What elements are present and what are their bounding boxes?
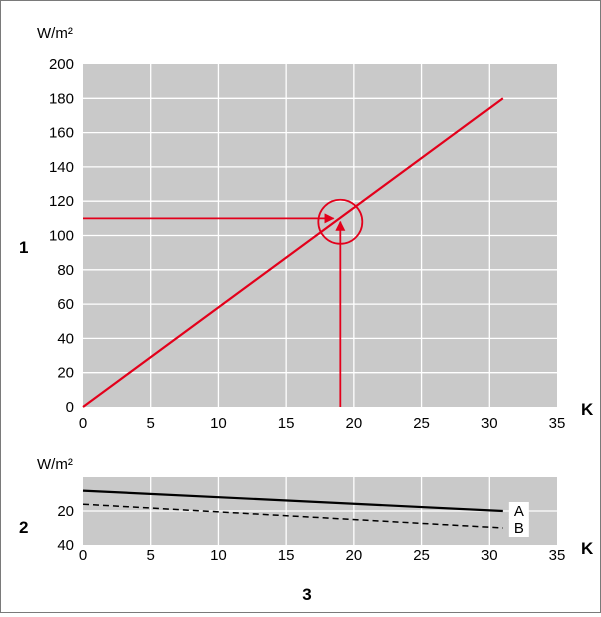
legend-label-box-b xyxy=(508,519,529,537)
x-tick-label: 35 xyxy=(549,415,566,432)
y-tick-label: 60 xyxy=(57,296,74,313)
x-tick-label: 10 xyxy=(210,547,227,564)
series-line-b xyxy=(82,503,503,529)
series-line xyxy=(82,97,504,408)
series-label-b: B xyxy=(514,520,524,537)
x-tick-label: 15 xyxy=(278,547,295,564)
x-tick-label: 25 xyxy=(413,415,430,432)
y-tick-label: 200 xyxy=(49,56,74,73)
y-tick-label: 140 xyxy=(49,159,74,176)
series-line-a xyxy=(82,489,503,513)
x-tick-label: 5 xyxy=(147,547,155,564)
lower-series: AB xyxy=(82,489,529,537)
x-tick-label: 15 xyxy=(278,415,295,432)
panel-label-bottom: 3 xyxy=(302,585,311,604)
x-tick-label: 20 xyxy=(346,415,363,432)
upper-ticks: 0 5 10 15 20 25 30 35 0 20 40 60 80 100 120 140 160 180 20… xyxy=(49,56,565,432)
y-tick-label: 0 xyxy=(66,399,74,416)
x-tick-label: 25 xyxy=(413,547,430,564)
upper-chart: 0 5 10 15 20 25 30 35 0 20 40 60 80 100 120 140 160 180 20… xyxy=(19,25,594,432)
y-tick-label: 20 xyxy=(57,365,74,382)
y-tick-label: 120 xyxy=(49,193,74,210)
y-tick-label: 100 xyxy=(49,228,74,245)
lower-xlabel: K xyxy=(581,539,594,558)
intersection-circle xyxy=(317,198,364,245)
lower-ticks: 0 5 10 15 20 25 30 35 20 40 xyxy=(57,503,565,564)
x-tick-label: 0 xyxy=(79,547,87,564)
legend-label-box-a xyxy=(508,502,529,520)
lower-chart: 0 5 10 15 20 25 30 35 20 40 AB W/m² K 2 xyxy=(19,456,594,564)
x-tick-label: 0 xyxy=(79,415,87,432)
upper-xlabel: K xyxy=(581,400,594,419)
y-tick-label: 180 xyxy=(49,90,74,107)
upper-grid xyxy=(83,64,557,407)
panel-label-lower: 2 xyxy=(19,518,28,537)
x-tick-label: 30 xyxy=(481,415,498,432)
x-tick-label: 30 xyxy=(481,547,498,564)
y-tick-label: 40 xyxy=(57,330,74,347)
x-tick-label: 10 xyxy=(210,415,227,432)
upper-ylabel: W/m² xyxy=(37,25,73,42)
x-tick-label: 35 xyxy=(549,547,566,564)
y-tick-label: 160 xyxy=(49,125,74,142)
y-tick-label: 40 xyxy=(57,537,74,554)
y-tick-label: 20 xyxy=(57,503,74,520)
panel-label-upper: 1 xyxy=(19,238,28,257)
x-tick-label: 20 xyxy=(346,547,363,564)
lower-ylabel: W/m² xyxy=(37,456,73,473)
x-tick-label: 5 xyxy=(147,415,155,432)
series-label-a: A xyxy=(514,503,524,520)
y-tick-label: 80 xyxy=(57,262,74,279)
lower-grid xyxy=(83,477,557,545)
